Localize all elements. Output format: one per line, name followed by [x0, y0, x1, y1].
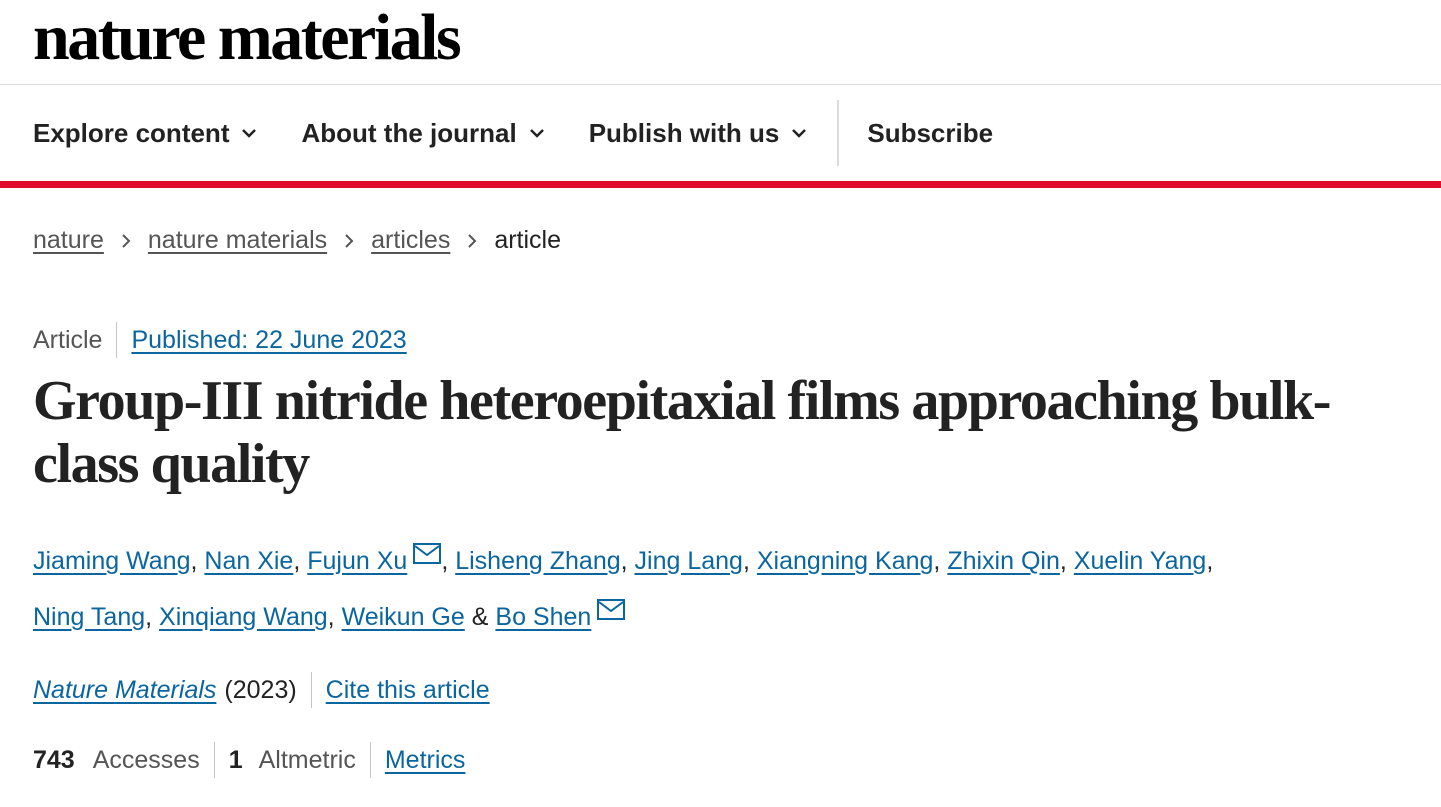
nav-label[interactable]: About the journal	[301, 117, 517, 148]
author-link[interactable]: Xinqiang Wang	[159, 603, 328, 631]
author-separator: ,	[190, 547, 198, 575]
email-icon[interactable]	[597, 599, 626, 621]
separator	[213, 742, 215, 778]
author-link[interactable]: Ning Tang	[33, 603, 146, 631]
year: (2023)	[224, 675, 297, 704]
author-link[interactable]: Bo Shen	[495, 603, 592, 631]
nav-label[interactable]: Explore content	[33, 117, 230, 148]
breadcrumb-current: article	[494, 226, 562, 254]
altmetric-count: 1	[228, 745, 243, 774]
author: Weikun Ge	[342, 603, 465, 631]
metrics-link[interactable]: Metrics	[384, 745, 466, 774]
journal-link[interactable]: Nature Materials	[33, 675, 217, 704]
author-list: Jiaming Wang, Nan Xie, Fujun Xu, Lisheng…	[33, 533, 1353, 645]
author-separator: ,	[1059, 547, 1067, 575]
metrics-row: 743 Accesses 1 Altmetric Metrics	[33, 742, 465, 778]
author-link[interactable]: Zhixin Qin	[947, 547, 1060, 575]
separator	[116, 322, 118, 358]
author-separator: ,	[1206, 547, 1214, 575]
article-title: Group-III nitride heteroepitaxial films …	[33, 370, 1331, 495]
author-separator: ,	[327, 603, 335, 631]
author: Zhixin Qin,	[947, 547, 1067, 575]
author: Xinqiang Wang,	[159, 603, 335, 631]
nav-item[interactable]: Publish with us	[589, 118, 808, 149]
article-type: Article	[33, 325, 103, 354]
nav-label[interactable]: Publish with us	[588, 117, 780, 148]
author-separator: &	[471, 603, 489, 631]
author-link[interactable]: Lisheng Zhang	[455, 547, 621, 575]
separator	[310, 672, 312, 708]
accent-bar	[0, 181, 1441, 188]
author-link[interactable]: Jiaming Wang	[33, 547, 191, 575]
author: Bo Shen	[495, 599, 626, 631]
accesses-label: Accesses	[92, 745, 200, 774]
cite-link[interactable]: Cite this article	[325, 675, 490, 704]
main-nav: Explore content About the journal Publis…	[33, 100, 1037, 166]
logo[interactable]: nature materials	[33, 1, 462, 74]
nav-item[interactable]: Explore content	[33, 118, 257, 149]
subscribe[interactable]: Subscribe	[867, 117, 994, 148]
author: Lisheng Zhang,	[455, 547, 627, 575]
chevron-down	[242, 129, 257, 138]
nav-divider	[837, 100, 840, 166]
nav-item[interactable]: About the journal	[301, 118, 544, 149]
published-date[interactable]: Published: 22 June 2023	[131, 325, 407, 354]
author-link[interactable]: Jing Lang	[634, 547, 743, 575]
author: Ning Tang,	[33, 603, 152, 631]
altmetric-label: Altmetric	[258, 745, 356, 774]
author-separator: ,	[933, 547, 941, 575]
author: Nan Xie,	[204, 547, 300, 575]
chevron-right	[122, 233, 131, 248]
author-link[interactable]: Fujun Xu	[307, 547, 408, 575]
author-link[interactable]: Xiangning Kang	[756, 547, 934, 575]
author-link[interactable]: Weikun Ge	[341, 603, 465, 631]
author-separator: ,	[145, 603, 153, 631]
author-link[interactable]: Xuelin Yang	[1073, 547, 1207, 575]
breadcrumb-link[interactable]: articles	[371, 226, 451, 254]
author: Jiaming Wang,	[33, 547, 197, 575]
author: Fujun Xu,	[307, 543, 449, 575]
accesses-count: 743	[33, 745, 75, 774]
breadcrumb-link[interactable]: nature	[33, 226, 104, 254]
author-separator: ,	[742, 547, 750, 575]
chevron-right	[345, 233, 354, 248]
author: Jing Lang,	[635, 547, 750, 575]
chevron-right	[468, 233, 477, 248]
chevron-down	[529, 129, 544, 138]
separator	[369, 742, 371, 778]
article-meta: Article Published: 22 June 2023	[33, 322, 407, 358]
chevron-down	[792, 129, 807, 138]
email-icon[interactable]	[413, 543, 442, 565]
breadcrumbs: nature nature materials articles article	[33, 226, 561, 255]
author-link[interactable]: Nan Xie	[204, 547, 294, 575]
author: Xiangning Kang,	[757, 547, 941, 575]
breadcrumb-link[interactable]: nature materials	[147, 226, 328, 254]
author-separator: ,	[620, 547, 628, 575]
citation-row: Nature Materials (2023) Cite this articl…	[33, 672, 490, 708]
author: Xuelin Yang,	[1074, 547, 1213, 575]
author-separator: ,	[441, 547, 449, 575]
author-separator: ,	[293, 547, 301, 575]
header-divider	[0, 84, 1441, 85]
